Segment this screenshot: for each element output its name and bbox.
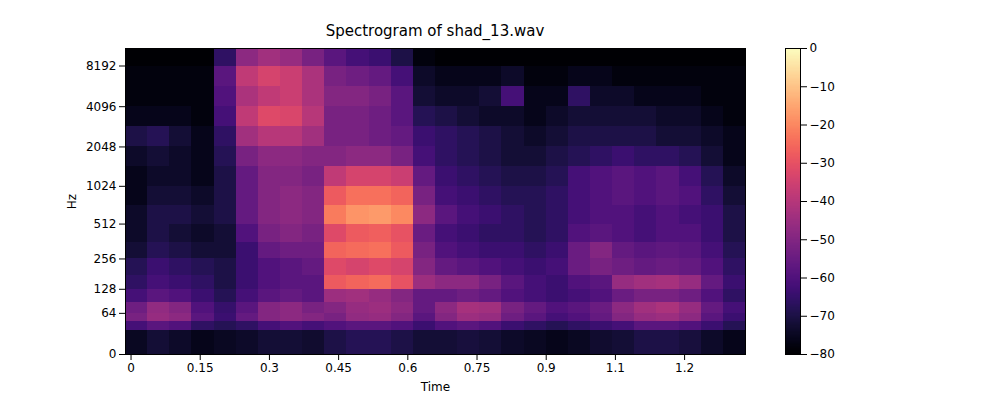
svg-text:0.15: 0.15 [187,361,214,375]
svg-text:−50: −50 [810,233,835,247]
svg-text:−10: −10 [810,80,835,94]
svg-text:4096: 4096 [86,100,117,114]
html-text:Spectrogram of shad_13.wav: Spectrogram of shad_13.wav [325,22,545,40]
svg-text:128: 128 [94,282,117,296]
svg-text:Hz: Hz [65,194,79,209]
svg-text:−60: −60 [810,271,835,285]
svg-text:8192: 8192 [86,59,117,73]
svg-text:0.75: 0.75 [464,361,491,375]
svg-text:512: 512 [94,217,117,231]
svg-text:0.9: 0.9 [537,361,556,375]
svg-text:−20: −20 [810,118,835,132]
svg-text:2048: 2048 [86,140,117,154]
svg-text:0.6: 0.6 [398,361,417,375]
svg-text:64: 64 [101,306,116,320]
svg-text:1024: 1024 [86,179,117,193]
svg-text:1.2: 1.2 [675,361,694,375]
svg-text:Time: Time [420,380,450,394]
svg-text:−70: −70 [810,309,835,323]
svg-text:0: 0 [810,41,818,55]
svg-text:−80: −80 [810,347,835,361]
svg-text:0: 0 [127,361,135,375]
svg-text:0.45: 0.45 [325,361,352,375]
svg-text:0.3: 0.3 [260,361,279,375]
svg-text:−30: −30 [810,156,835,170]
svg-text:0: 0 [109,347,117,361]
svg-text:1.1: 1.1 [606,361,625,375]
svg-text:−40: −40 [810,194,835,208]
svg-text:256: 256 [94,252,117,266]
